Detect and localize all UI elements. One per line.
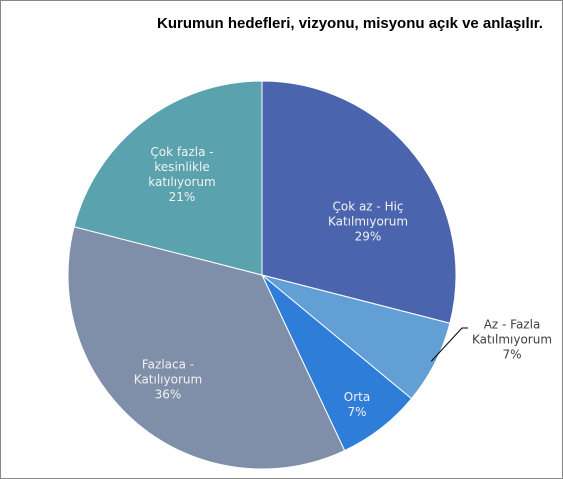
slice-name: Fazlaca - Katılıyorum [133, 357, 203, 387]
slice-value: 7% [347, 405, 367, 419]
slice-label: Az - Fazla Katılmıyorum 7% [469, 318, 555, 363]
slice-name: Orta [343, 390, 371, 404]
chart-title: Kurumun hedefleri, vizyonu, misyonu açık… [157, 15, 543, 32]
slice-name: Az - Fazla Katılmıyorum [471, 317, 553, 347]
slice-label: Çok fazla - kesinlikle katılıyorum 21% [139, 145, 225, 205]
slice-name: Çok fazla - kesinlikle katılıyorum [148, 145, 216, 189]
slice-label: Çok az - Hiç Katılmıyorum 29% [325, 200, 411, 245]
slice-label: Orta 7% [314, 390, 400, 420]
pie-slice [73, 80, 263, 276]
leader-line [430, 327, 468, 362]
slice-value: 7% [502, 347, 522, 362]
pie-slice [261, 80, 457, 324]
slice-value: 36% [154, 387, 182, 402]
slice-value: 29% [354, 229, 382, 244]
pie-slice [67, 226, 346, 470]
slice-label: Fazlaca - Katılıyorum 36% [125, 358, 211, 403]
slice-name: Çok az - Hiç Katılmıyorum [327, 199, 409, 229]
slice-value: 21% [168, 190, 196, 204]
